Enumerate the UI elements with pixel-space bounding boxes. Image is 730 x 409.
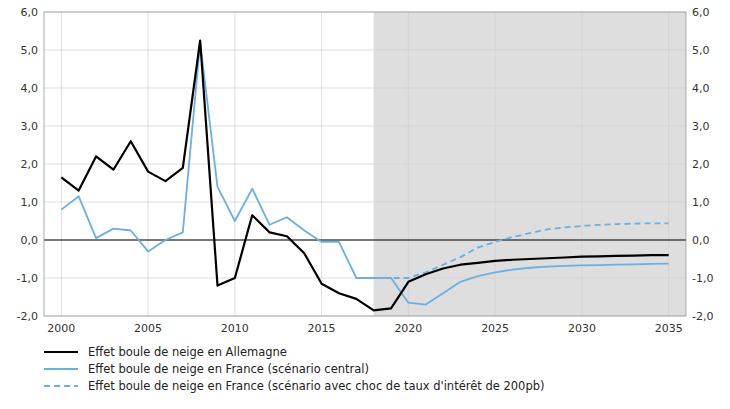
x-tick-label: 2025 [481, 322, 509, 335]
y2-tick-label: 5,0 [692, 44, 710, 57]
x-tick-label: 2035 [655, 322, 683, 335]
series-layer [61, 41, 668, 311]
legend-swatch [44, 368, 78, 370]
grid-line-y [44, 202, 686, 203]
reference-lines [44, 240, 686, 241]
y-tick-label: -1,0 [17, 272, 38, 285]
grid-line-y [44, 164, 686, 165]
grid-line-y [44, 88, 686, 89]
y2-tick-label: 6,0 [692, 6, 710, 19]
y-tick-label: 2,0 [21, 158, 39, 171]
x-tick-label: 2010 [221, 322, 249, 335]
legend-label: Effet boule de neige en Allemagne [88, 345, 287, 359]
series-line [374, 223, 669, 278]
y-tick-label: 6,0 [21, 6, 39, 19]
legend-swatch [44, 385, 78, 387]
y2-tick-label: 0,0 [692, 234, 710, 247]
series-line [61, 41, 668, 311]
y-tick-label: 3,0 [21, 120, 39, 133]
y2-tick-label: 4,0 [692, 82, 710, 95]
legend-label: Effet boule de neige en France (scénario… [88, 379, 545, 393]
axes: -2,0 -1,0 0,0 1,0 2,0 3,0 4,0 5,0 6,0 -2,0 -1,0 0,0… [17, 6, 714, 335]
grid-line-x [408, 12, 409, 316]
grid-line-x [61, 12, 62, 316]
grid-line-y [44, 240, 686, 241]
y-tick-label: 5,0 [21, 44, 39, 57]
grid-line-y [44, 50, 686, 51]
x-tick-label: 2030 [568, 322, 596, 335]
grid-line-x [668, 12, 669, 316]
y-tick-label: 1,0 [21, 196, 39, 209]
legend-swatch [44, 351, 78, 353]
y-tick-label: -2,0 [17, 310, 38, 323]
chart: -2,0 -1,0 0,0 1,0 2,0 3,0 4,0 5,0 6,0 -2,0 -1,0 0,0… [0, 0, 730, 409]
grid-line-x [495, 12, 496, 316]
plot-frame [44, 12, 686, 316]
grid [44, 12, 686, 316]
y2-tick-label: 3,0 [692, 120, 710, 133]
zero-line [44, 240, 686, 241]
x-tick-label: 2020 [394, 322, 422, 335]
grid-line-x [321, 12, 322, 316]
grid-line-x [148, 12, 149, 316]
x-tick-label: 2005 [134, 322, 162, 335]
x-tick-label: 2000 [47, 322, 75, 335]
y-tick-label: 0,0 [21, 234, 39, 247]
y-tick-label: 4,0 [21, 82, 39, 95]
y2-tick-label: 1,0 [692, 196, 710, 209]
y2-tick-label: -2,0 [692, 310, 713, 323]
grid-line-x [234, 12, 235, 316]
legend: Effet boule de neige en Allemagne Effet b… [44, 345, 545, 393]
grid-line-x [581, 12, 582, 316]
legend-label: Effet boule de neige en France (scénario… [88, 362, 369, 376]
y2-tick-label: -1,0 [692, 272, 713, 285]
grid-line-y [44, 126, 686, 127]
x-tick-label: 2015 [308, 322, 336, 335]
y2-tick-label: 2,0 [692, 158, 710, 171]
